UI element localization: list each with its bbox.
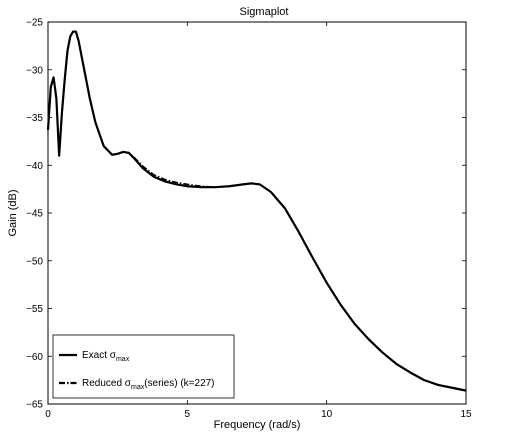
y-axis-label: Gain (dB) (7, 189, 19, 236)
y-tick-label: −25 (26, 18, 43, 29)
y-tick-label: −65 (26, 400, 43, 411)
legend-subscript: max (131, 384, 145, 391)
y-tick-label: −35 (26, 113, 43, 124)
ticks-layer: 0 5 10 15 −65 −60 −55 −50 −45 −40 −35 −30 −25 (26, 18, 472, 421)
legend: Exact σmax Reduced σmax(series) (k=227) (52, 334, 235, 399)
legend-subscript: max (116, 356, 130, 363)
y-tick-label: −60 (26, 352, 43, 363)
legend-label-exact: Exact σmax (82, 350, 130, 363)
legend-label-reduced: Reduced σmax(series) (k=227) (82, 378, 215, 391)
x-tick-label: 15 (460, 409, 472, 420)
legend-box (52, 334, 235, 399)
legend-main-text: Reduced σ (82, 378, 132, 389)
legend-suffix: (series) (k=227) (144, 378, 214, 389)
x-tick-label: 0 (45, 409, 51, 420)
y-tick-label: −55 (26, 304, 43, 315)
x-axis-label: Frequency (rad/s) (214, 419, 301, 431)
chart-title: Sigmaplot (240, 6, 289, 18)
y-tick-label: −50 (26, 256, 43, 267)
x-tick-label: 5 (185, 409, 191, 420)
y-tick-label: −45 (26, 209, 43, 220)
series-line-reduced (47, 30, 467, 392)
x-tick-label: 10 (321, 409, 333, 420)
y-tick-label: −30 (26, 65, 43, 76)
y-tick-label: −40 (26, 161, 43, 172)
legend-main-text: Exact σ (82, 350, 117, 361)
series-layer (46, 30, 467, 392)
